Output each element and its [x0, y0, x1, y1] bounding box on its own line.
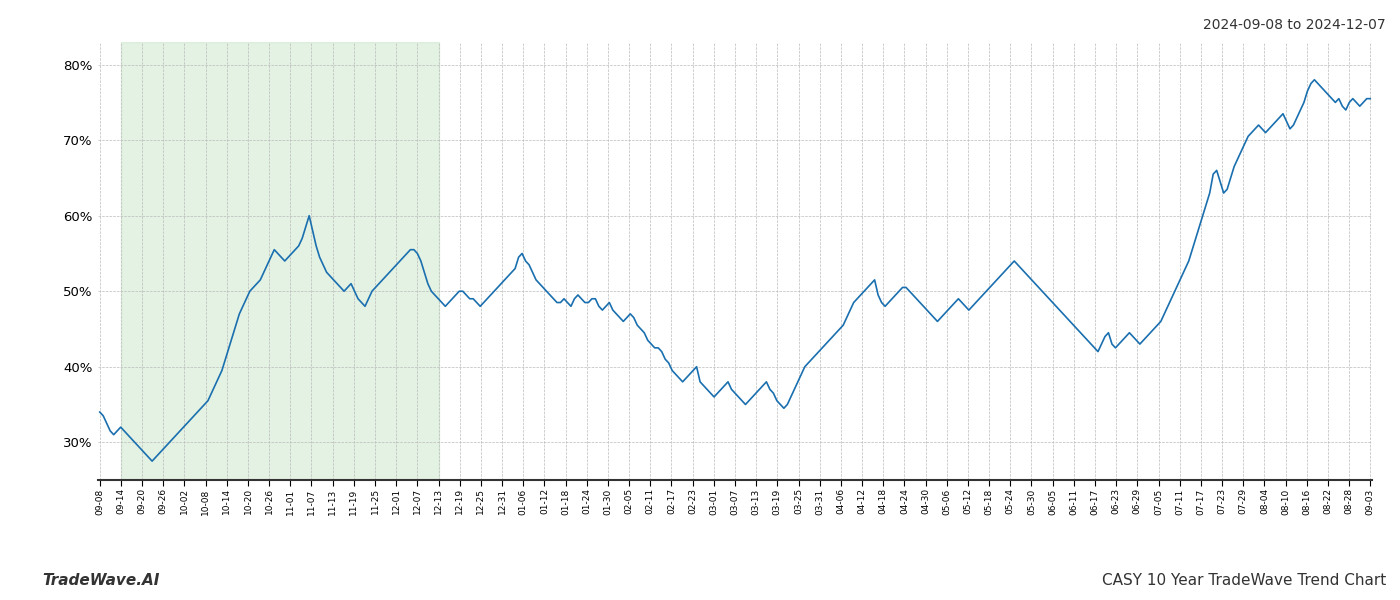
Text: CASY 10 Year TradeWave Trend Chart: CASY 10 Year TradeWave Trend Chart [1102, 573, 1386, 588]
Text: 2024-09-08 to 2024-12-07: 2024-09-08 to 2024-12-07 [1204, 18, 1386, 32]
Text: TradeWave.AI: TradeWave.AI [42, 573, 160, 588]
Bar [120, 42, 438, 480]
